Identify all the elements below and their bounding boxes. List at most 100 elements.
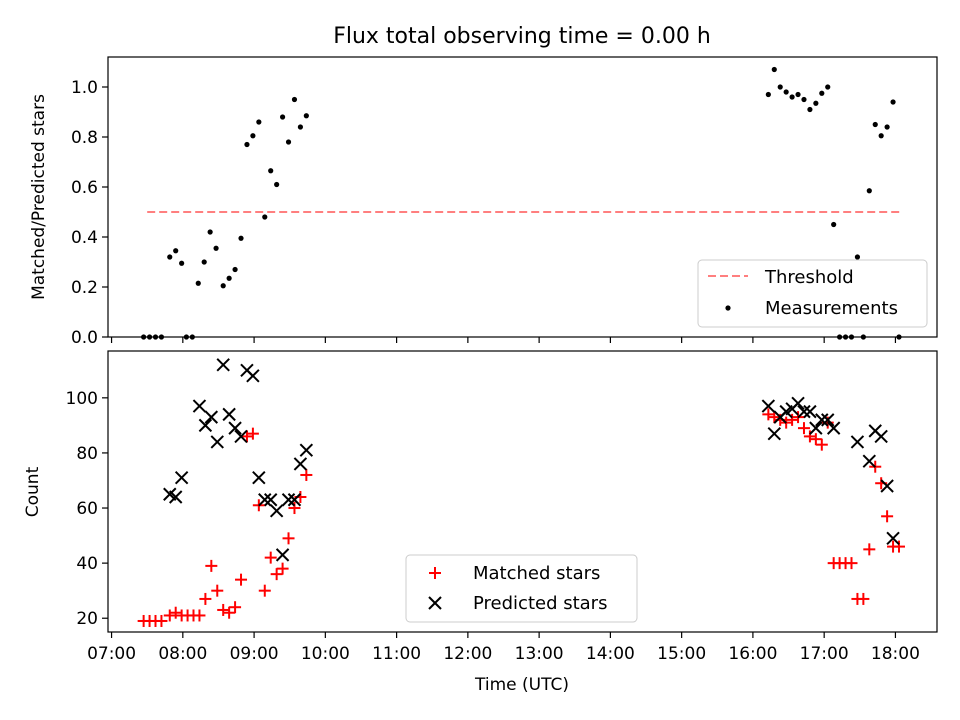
matched-point-23 <box>276 562 289 575</box>
predicted-point-29 <box>803 404 817 419</box>
predicted-point-12 <box>246 369 260 383</box>
measurement-point-13 <box>220 283 226 289</box>
measurement-point-27 <box>303 113 309 119</box>
measurement-point-45 <box>866 188 872 194</box>
measurement-point-12 <box>213 245 219 251</box>
matched-point-14 <box>223 606 236 619</box>
count-ytick-label-4: 100 <box>66 389 98 409</box>
count-ytick-label-3: 80 <box>76 444 98 464</box>
count-xtick-label-10: 17:00 <box>800 644 849 664</box>
matched-point-18 <box>246 427 259 440</box>
count-xtick-label-7: 14:00 <box>586 644 635 664</box>
measurement-point-31 <box>783 89 789 95</box>
measurement-point-18 <box>250 133 256 139</box>
count-axes-frame <box>107 350 938 633</box>
x-axis-label: Time (UTC) <box>474 675 569 695</box>
predicted-point-20 <box>293 457 308 471</box>
predicted-point-13 <box>252 471 266 485</box>
predicted-point-6 <box>210 435 224 449</box>
ratio-ytick-label-4: 0.8 <box>71 128 98 148</box>
predicted-point-18 <box>281 493 296 507</box>
predicted-point-1 <box>168 490 183 504</box>
count-xtick-label-9: 16:00 <box>728 644 777 664</box>
measurement-point-32 <box>789 94 795 100</box>
predicted-point-38 <box>880 479 894 493</box>
matched-point-12 <box>211 584 224 597</box>
count-xtick-label-4: 11:00 <box>372 644 421 664</box>
matched-point-45 <box>863 543 876 556</box>
measurement-point-46 <box>872 121 878 128</box>
matched-point-5 <box>169 606 182 619</box>
measurement-point-14 <box>226 275 232 281</box>
ratio-ytick-label-1: 0.2 <box>71 278 98 298</box>
measurement-point-15 <box>232 266 238 273</box>
matched-point-35 <box>803 430 816 443</box>
count-y-ticks: 20 40 60 80 100 <box>66 389 108 629</box>
count-xtick-label-5: 12:00 <box>443 644 492 664</box>
matched-point-3 <box>155 614 168 627</box>
matched-point-44 <box>857 592 870 605</box>
measurement-point-6 <box>179 260 185 266</box>
matched-point-20 <box>258 584 271 597</box>
count-panel: 20 40 60 80 100 07:00 08:00 09:00 10:00 11:00 12:… <box>23 350 938 695</box>
matched-point-4 <box>163 609 176 622</box>
matched-point-17 <box>240 430 253 443</box>
count-xtick-label-2: 09:00 <box>230 644 279 664</box>
ratio-legend: Threshold Measurements <box>697 259 928 328</box>
ratio-y-axis-label: Matched/Predicted stars <box>29 94 49 300</box>
matched-point-42 <box>845 557 858 570</box>
predicted-point-5 <box>204 410 219 424</box>
measurement-point-11 <box>207 229 213 235</box>
ratio-panel: 0.0 0.2 0.4 0.6 0.8 1.0 Matched/Predicted sta… <box>29 56 938 348</box>
measurement-point-25 <box>291 96 298 103</box>
ratio-ytick-label-0: 0.0 <box>71 328 98 348</box>
ratio-ytick-label-3: 0.6 <box>71 178 98 198</box>
predicted-point-9 <box>228 421 242 435</box>
matched-point-13 <box>217 603 230 616</box>
measurement-point-34 <box>801 96 807 103</box>
count-y-axis-label: Count <box>23 466 43 517</box>
measurement-point-29 <box>771 66 777 73</box>
predicted-point-19 <box>287 493 302 507</box>
count-legend: Matched stars Predicted stars <box>405 554 638 623</box>
matched-point-9 <box>193 609 206 622</box>
measurement-point-49 <box>890 99 896 105</box>
measurement-point-36 <box>813 100 819 106</box>
legend-measurements-label: Measurements <box>765 298 898 319</box>
matched-point-29 <box>768 411 781 424</box>
matched-point-11 <box>205 559 218 572</box>
legend-threshold-label: Threshold <box>764 267 854 288</box>
measurement-point-21 <box>268 168 274 174</box>
measurement-point-26 <box>297 124 304 130</box>
count-ytick-label-0: 20 <box>76 609 98 629</box>
matched-point-50 <box>892 540 905 553</box>
predicted-point-31 <box>815 413 829 427</box>
measurement-point-28 <box>765 91 771 98</box>
matched-point-32 <box>786 413 799 426</box>
predicted-point-30 <box>809 421 823 435</box>
count-marks <box>137 358 905 627</box>
predicted-point-2 <box>174 471 189 485</box>
predicted-point-33 <box>826 421 841 435</box>
measurement-point-16 <box>238 235 244 241</box>
measurement-point-48 <box>884 124 890 130</box>
measurement-point-39 <box>831 221 837 228</box>
matched-point-25 <box>288 502 301 515</box>
matched-point-37 <box>815 438 828 451</box>
legend-predicted-label: Predicted stars <box>473 593 607 614</box>
predicted-point-22 <box>761 399 776 413</box>
predicted-point-3 <box>192 399 207 413</box>
legend-predicted-swatch <box>428 596 442 610</box>
matched-point-22 <box>270 568 283 581</box>
count-ytick-label-2: 60 <box>76 499 98 519</box>
predicted-point-28 <box>797 404 811 419</box>
measurement-point-30 <box>777 84 783 90</box>
measurement-point-5 <box>173 248 179 254</box>
count-xtick-label-0: 07:00 <box>87 644 136 664</box>
matched-point-27 <box>300 468 313 481</box>
predicted-point-39 <box>886 531 900 546</box>
measurement-point-35 <box>807 106 813 113</box>
count-ytick-label-1: 40 <box>76 554 98 574</box>
measurement-point-43 <box>854 254 861 260</box>
